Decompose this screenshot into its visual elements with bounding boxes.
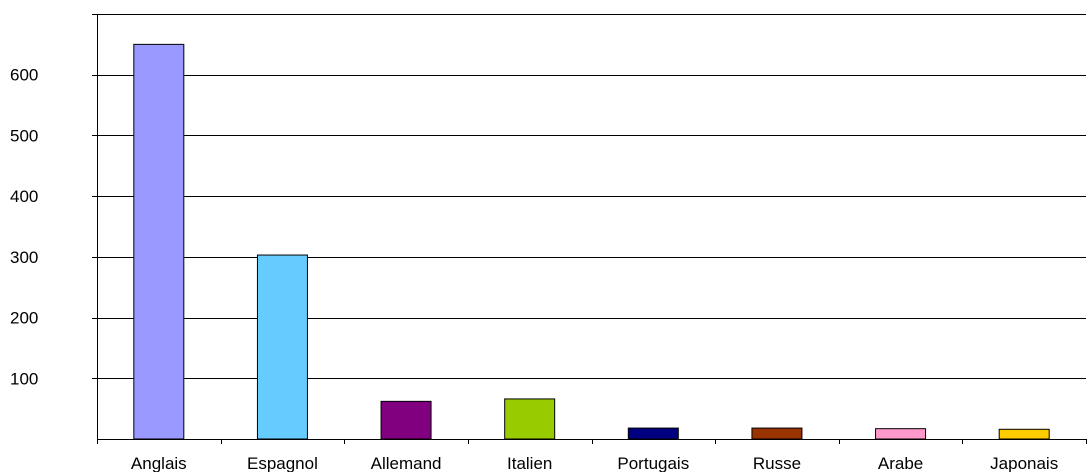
bar-espagnol xyxy=(256,254,308,440)
y-tick-label: 600 xyxy=(10,66,38,85)
x-tick-label: Italien xyxy=(507,454,552,472)
y-tick-label: 100 xyxy=(10,369,38,388)
bar-japonais xyxy=(998,428,1050,440)
x-tick-label: Espagnol xyxy=(247,454,318,472)
bar-allemand xyxy=(380,400,432,440)
bar-portugais xyxy=(627,427,679,440)
bar-anglais xyxy=(133,43,185,440)
bar-russe xyxy=(751,427,803,440)
bar-arabe xyxy=(875,428,927,440)
y-axis-labels: 100 200 300 400 500 600 xyxy=(10,66,38,389)
y-tick-label: 500 xyxy=(10,126,38,145)
x-tick-label: Portugais xyxy=(617,454,689,472)
x-axis-labels: Anglais Espagnol Allemand Italien Portugais R… xyxy=(131,454,1058,472)
y-tick-label: 300 xyxy=(10,248,38,267)
x-tick-label: Anglais xyxy=(131,454,187,472)
gridlines xyxy=(97,14,1086,379)
bar-italien xyxy=(504,398,556,440)
y-tick-label: 400 xyxy=(10,187,38,206)
x-tick-label: Allemand xyxy=(371,454,442,472)
x-tick-label: Russe xyxy=(753,454,801,472)
bars xyxy=(133,43,1050,440)
x-tick-label: Japonais xyxy=(990,454,1058,472)
y-tick-label: 200 xyxy=(10,309,38,328)
x-tick-label: Arabe xyxy=(878,454,923,472)
axes xyxy=(92,14,1087,444)
